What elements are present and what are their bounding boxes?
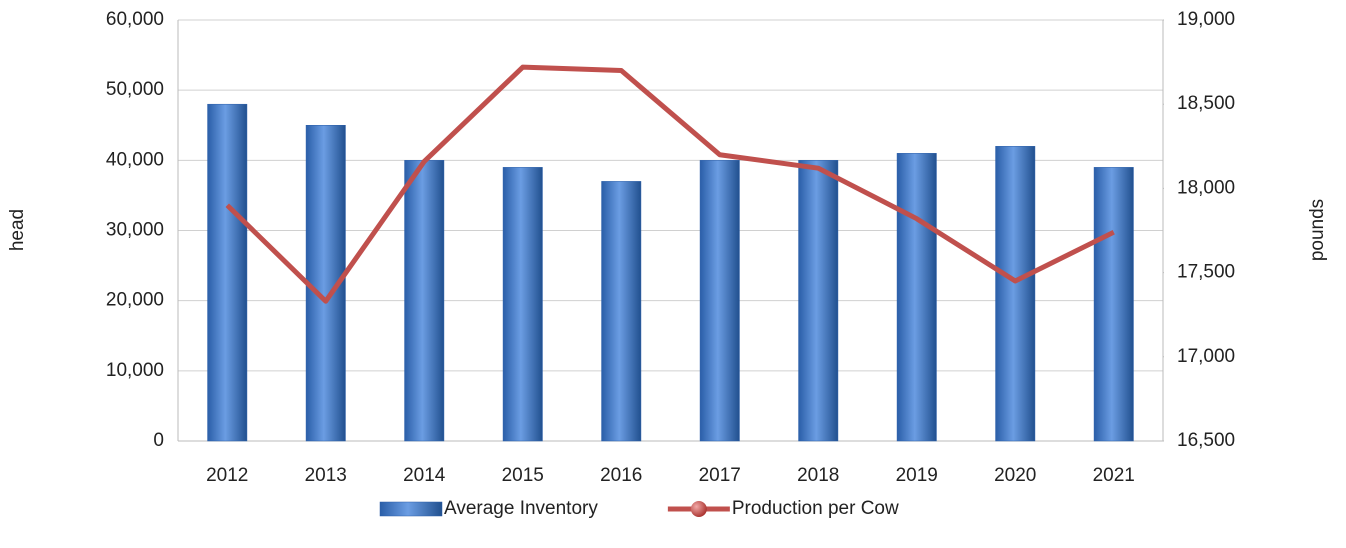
y2-tick-label: 18,500 xyxy=(1177,93,1235,114)
bar xyxy=(995,146,1036,442)
y-axis-label: head xyxy=(7,209,28,251)
y-tick-label: 40,000 xyxy=(106,149,164,170)
x-tick-label: 2017 xyxy=(699,465,741,486)
y2-tick-label: 17,500 xyxy=(1177,262,1235,283)
bar xyxy=(896,153,937,442)
bar xyxy=(207,103,248,442)
x-tick-label: 2020 xyxy=(994,465,1036,486)
x-tick-label: 2013 xyxy=(305,465,347,486)
legend-marker xyxy=(690,501,707,517)
y2-tick-label: 17,000 xyxy=(1177,346,1235,367)
y-tick-label: 10,000 xyxy=(106,360,164,381)
bar xyxy=(601,181,642,442)
legend-label: Average Inventory xyxy=(444,498,598,519)
bar xyxy=(699,160,740,442)
y2-tick-label: 16,500 xyxy=(1177,430,1235,451)
bar xyxy=(798,160,839,442)
x-tick-label: 2021 xyxy=(1093,465,1135,486)
y-tick-label: 60,000 xyxy=(106,9,164,30)
bar xyxy=(1093,167,1134,442)
x-tick-label: 2018 xyxy=(797,465,839,486)
bar xyxy=(404,160,445,442)
y-tick-label: 30,000 xyxy=(106,220,164,241)
x-tick-label: 2014 xyxy=(403,465,446,486)
legend-label: Production per Cow xyxy=(732,498,899,519)
y-tick-label: 0 xyxy=(153,430,164,451)
x-tick-label: 2016 xyxy=(600,465,642,486)
y2-tick-label: 19,000 xyxy=(1177,9,1235,30)
legend-swatch xyxy=(379,501,443,517)
y-tick-label: 50,000 xyxy=(106,79,164,100)
x-tick-label: 2019 xyxy=(896,465,938,486)
x-tick-label: 2015 xyxy=(502,465,544,486)
line xyxy=(225,64,1115,304)
x-tick-label: 2012 xyxy=(206,465,248,486)
bar xyxy=(502,167,543,442)
y2-axis-label: pounds xyxy=(1307,199,1328,261)
y2-tick-label: 18,000 xyxy=(1177,177,1235,198)
y-tick-label: 20,000 xyxy=(106,290,164,311)
